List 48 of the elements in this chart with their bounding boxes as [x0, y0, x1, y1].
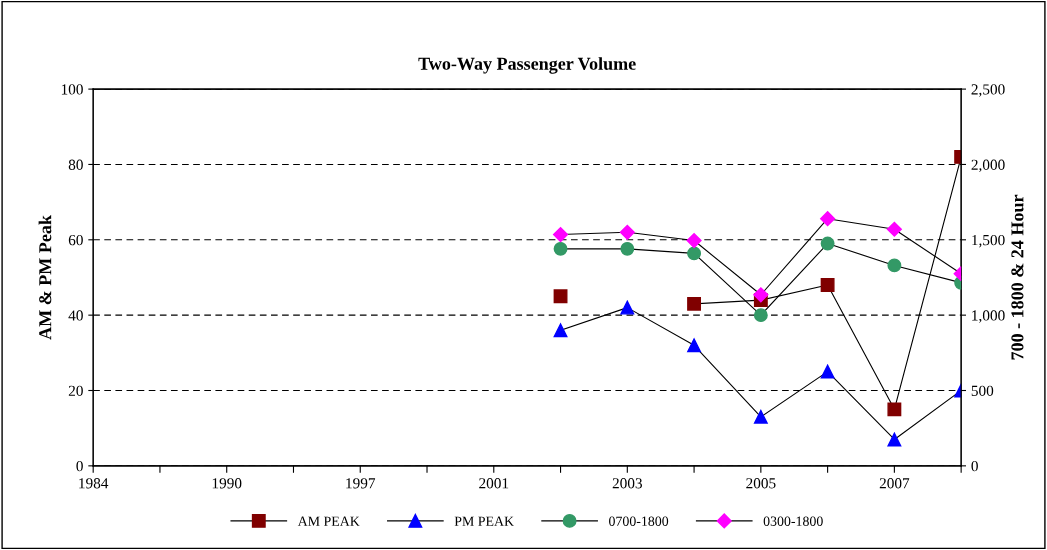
- y-tick-label: 20: [68, 385, 83, 396]
- point: [753, 308, 768, 323]
- point: [753, 287, 769, 303]
- point: [553, 289, 568, 304]
- point: [820, 211, 836, 227]
- y2-tick-label: 2,500: [971, 84, 1005, 97]
- y2-tick-label: 1,500: [972, 234, 1005, 248]
- chart-title: Two-Way Passenger Volume: [418, 57, 636, 74]
- point: [552, 226, 569, 243]
- point: [553, 241, 568, 256]
- legend-label: 0700-1800: [609, 516, 669, 526]
- y2-tick-label: 1,000: [972, 310, 1005, 323]
- point: [687, 338, 702, 353]
- point: [886, 221, 902, 237]
- x-tick-label: 2007: [879, 478, 910, 489]
- point: [620, 241, 635, 256]
- y-tick-label: 60: [68, 234, 83, 246]
- y2-tick-label: 2,000: [971, 159, 1005, 173]
- x-tick-label: 2003: [612, 478, 642, 489]
- point: [820, 278, 835, 292]
- legend-label: 0300-1800: [763, 516, 823, 526]
- y-tick-label: 40: [68, 310, 83, 321]
- point: [553, 323, 568, 338]
- point: [820, 236, 835, 251]
- y2-tick-label: 500: [971, 385, 994, 396]
- legend-label: PM PEAK: [454, 516, 514, 526]
- y-tick-label: 0: [76, 460, 83, 472]
- point: [887, 432, 902, 447]
- legend-label: AM PEAK: [297, 516, 360, 526]
- point: [753, 409, 768, 424]
- point: [619, 224, 635, 240]
- point: [887, 402, 902, 417]
- x-tick-label: 1997: [346, 478, 376, 489]
- y2-axis-title: 700 - 1800 & 24 Hour: [1011, 194, 1024, 360]
- x-tick-label: 1990: [212, 478, 242, 489]
- point: [620, 300, 635, 315]
- x-tick-label: 2001: [479, 478, 509, 489]
- point: [887, 258, 902, 273]
- y-tick-label: 80: [68, 159, 83, 170]
- point: [820, 364, 835, 379]
- point: [687, 246, 702, 261]
- y2-tick-label: 0: [971, 460, 978, 472]
- point: [686, 232, 702, 249]
- y-axis-title: AM & PM Peak: [38, 215, 52, 340]
- y-tick-label: 100: [61, 84, 83, 95]
- x-tick-label: 1984: [79, 478, 109, 489]
- x-tick-label: 2005: [746, 478, 776, 489]
- point: [687, 296, 702, 311]
